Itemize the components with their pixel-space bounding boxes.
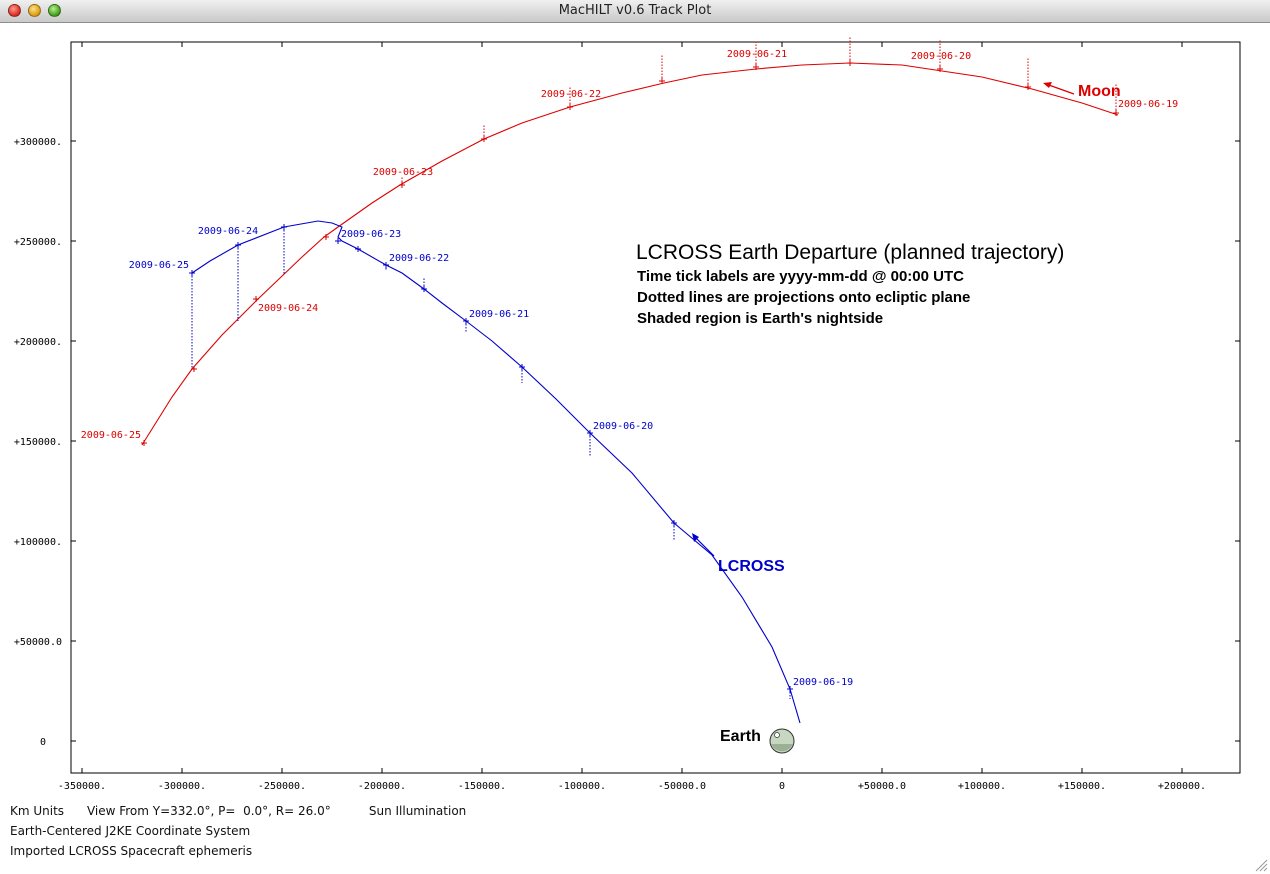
lcross-date-label: 2009-06-20 (593, 421, 653, 432)
moon-label: Moon (1078, 83, 1121, 100)
moon-date-label: 2009-06-23 (373, 167, 433, 178)
moon-date-label: 2009-06-25 (81, 430, 141, 441)
moon-date-label: 2009-06-24 (258, 303, 318, 314)
x-tick-label: +100000. (958, 781, 1006, 792)
x-tick-label: -250000. (258, 781, 306, 792)
x-tick-label: +150000. (1058, 781, 1106, 792)
lcross-date-label: 2009-06-24 (198, 226, 258, 237)
y-tick-label: +300000. (14, 137, 62, 148)
moon-track-line (141, 62, 1119, 446)
x-tick-label: -300000. (158, 781, 206, 792)
x-tick-label: -50000.0 (658, 781, 706, 792)
moon-date-label: 2009-06-20 (911, 51, 971, 62)
x-tick-label: +50000.0 (858, 781, 906, 792)
lcross-date-label: 2009-06-19 (793, 677, 853, 688)
lcross-label: LCROSS (718, 558, 785, 575)
earth-nightside (771, 744, 793, 752)
window-titlebar: MacHILT v0.6 Track Plot (0, 0, 1270, 23)
lcross-date-label: 2009-06-25 (129, 260, 189, 271)
lcross-date-label: 2009-06-22 (389, 253, 449, 264)
lcross-date-label: 2009-06-21 (469, 309, 529, 320)
moon-arrowhead (1043, 82, 1052, 88)
earth-highlight (774, 732, 780, 738)
x-tick-label: -200000. (358, 781, 406, 792)
status-coordinate-system: Earth-Centered J2KE Coordinate System (10, 824, 251, 838)
status-units-view: Km Units View From Y=332.0°, P= 0.0°, R=… (10, 804, 467, 818)
moon-date-label: 2009-06-19 (1118, 99, 1178, 110)
y-tick-label: +200000. (14, 337, 62, 348)
moon-direction-arrow (1045, 83, 1075, 95)
moon-date-label: 2009-06-22 (541, 89, 601, 100)
y-tick-label: 0 (40, 737, 46, 748)
y-tick-label: +50000.0 (14, 637, 62, 648)
x-tick-label: 0 (779, 781, 785, 792)
y-tick-label: +150000. (14, 437, 62, 448)
close-window-button[interactable] (8, 4, 21, 17)
track-plot: -350000. -300000. -250000. -200000. -150000.… (14, 37, 1241, 792)
plot-note-1: Time tick labels are yyyy-mm-dd @ 00:00 … (637, 268, 964, 285)
lcross-date-label: 2009-06-23 (341, 229, 401, 240)
lcross-arrowhead (692, 533, 699, 542)
x-tick-label: -350000. (58, 781, 106, 792)
lcross-direction-arrow (693, 535, 715, 557)
minimize-window-button[interactable] (28, 4, 41, 17)
resize-grip-icon[interactable] (1254, 858, 1268, 872)
earth-label: Earth (720, 728, 761, 745)
lcross-track-line (191, 220, 801, 724)
plot-note-3: Shaded region is Earth's nightside (637, 310, 883, 327)
x-tick-label: -100000. (558, 781, 606, 792)
plot-frame (70, 41, 1241, 774)
plot-note-2: Dotted lines are projections onto eclipt… (637, 289, 970, 306)
x-tick-label: -150000. (458, 781, 506, 792)
x-tick-label: +200000. (1158, 781, 1206, 792)
y-tick-label: +250000. (14, 237, 62, 248)
status-ephemeris: Imported LCROSS Spacecraft ephemeris (10, 844, 253, 858)
window-title: MacHILT v0.6 Track Plot (558, 3, 712, 18)
zoom-window-button[interactable] (48, 4, 61, 17)
y-tick-label: +100000. (14, 537, 62, 548)
moon-date-label: 2009-06-21 (727, 49, 787, 60)
plot-title: LCROSS Earth Departure (planned trajecto… (636, 241, 1064, 264)
